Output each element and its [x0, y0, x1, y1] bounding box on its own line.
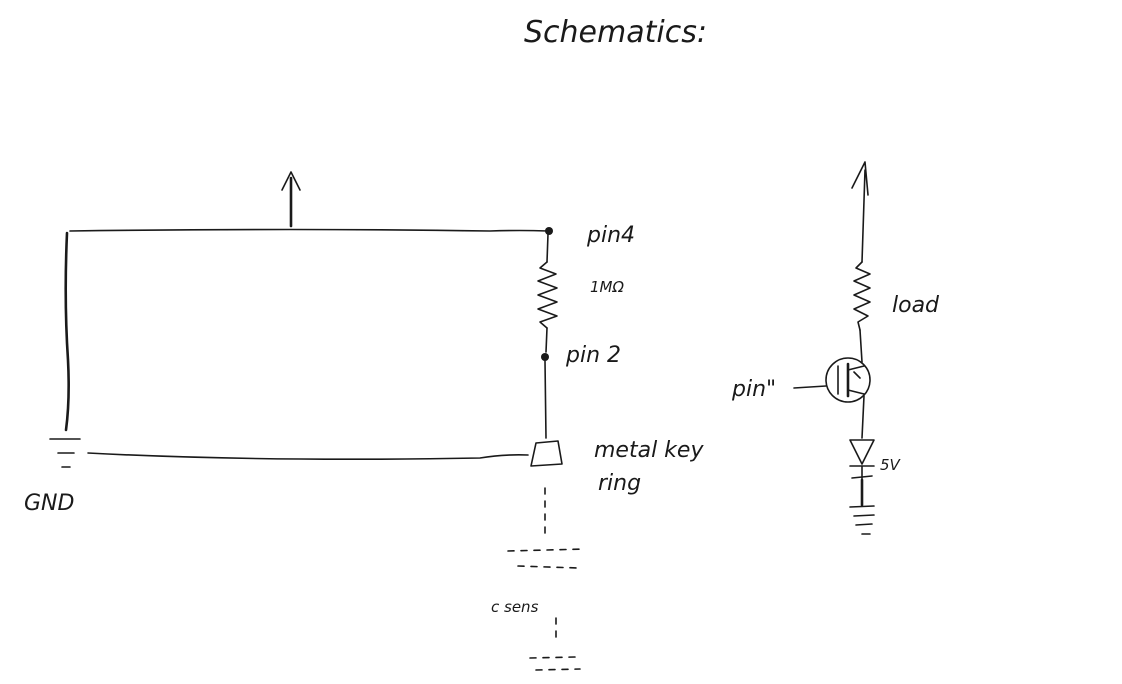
- resistor-label: 1MΩ: [590, 278, 624, 296]
- load-label: load: [892, 293, 940, 318]
- gate-wire: [793, 385, 827, 389]
- pin2-label: pin 2: [565, 343, 621, 368]
- sensor-label-line1: metal key: [594, 438, 704, 463]
- page-title: Schematics:: [524, 15, 707, 50]
- gate-label: pin": [731, 377, 776, 402]
- pin4-label: pin4: [586, 223, 635, 248]
- left-circuit: GND pin4 1MΩ pin 2 metal key ring c sens: [24, 171, 704, 671]
- ground-symbol-dashed: [529, 656, 581, 671]
- capacitance-label: c sens: [491, 598, 539, 616]
- supply-arrow-right: [851, 161, 869, 263]
- right-circuit: load pin" 5V: [731, 161, 940, 535]
- ground-symbol-left: [49, 438, 81, 468]
- capacitor-plates-dashed: [507, 548, 586, 569]
- ground-label: GND: [24, 491, 74, 516]
- node-pin4: [545, 227, 553, 235]
- sensor-label-line2: ring: [598, 471, 641, 496]
- node-pin2: [541, 353, 549, 361]
- diode-label: 5V: [880, 456, 902, 474]
- left-plate-wire: [64, 231, 70, 432]
- bottom-wire: [87, 452, 529, 461]
- metal-key-ring-sensor: [530, 440, 563, 467]
- mosfet-transistor: [825, 357, 871, 403]
- ground-symbol-right: [849, 475, 875, 535]
- resistor-1m: [537, 261, 558, 329]
- supply-arrow: [281, 171, 301, 228]
- diode: [849, 439, 875, 467]
- top-wire: [69, 228, 549, 232]
- load-resistor: [853, 261, 871, 331]
